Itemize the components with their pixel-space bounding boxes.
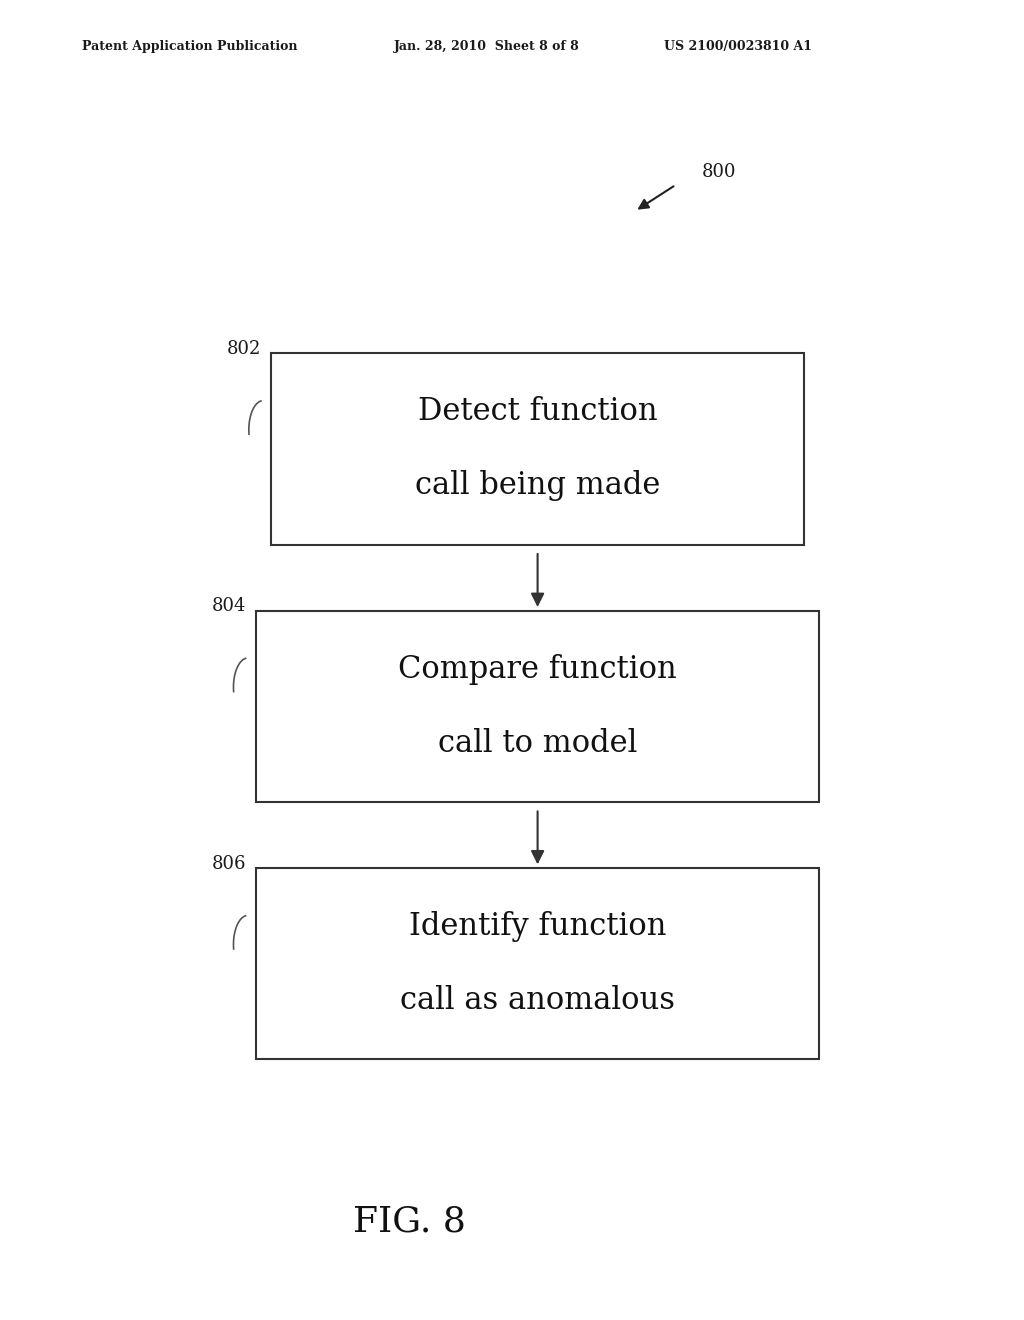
FancyBboxPatch shape bbox=[256, 610, 819, 801]
Text: call to model: call to model bbox=[438, 727, 637, 759]
Text: 804: 804 bbox=[211, 597, 246, 615]
Text: Patent Application Publication: Patent Application Publication bbox=[82, 40, 297, 53]
Text: Jan. 28, 2010  Sheet 8 of 8: Jan. 28, 2010 Sheet 8 of 8 bbox=[394, 40, 580, 53]
Text: 800: 800 bbox=[701, 162, 736, 181]
FancyBboxPatch shape bbox=[256, 869, 819, 1059]
Text: call as anomalous: call as anomalous bbox=[400, 985, 675, 1016]
Text: Identify function: Identify function bbox=[409, 911, 667, 942]
Text: US 2100/0023810 A1: US 2100/0023810 A1 bbox=[664, 40, 812, 53]
Text: 806: 806 bbox=[211, 855, 246, 873]
FancyBboxPatch shape bbox=[271, 352, 804, 544]
Text: call being made: call being made bbox=[415, 470, 660, 502]
Text: Detect function: Detect function bbox=[418, 396, 657, 428]
Text: 802: 802 bbox=[226, 339, 261, 358]
Text: FIG. 8: FIG. 8 bbox=[353, 1204, 466, 1238]
Text: Compare function: Compare function bbox=[398, 653, 677, 685]
